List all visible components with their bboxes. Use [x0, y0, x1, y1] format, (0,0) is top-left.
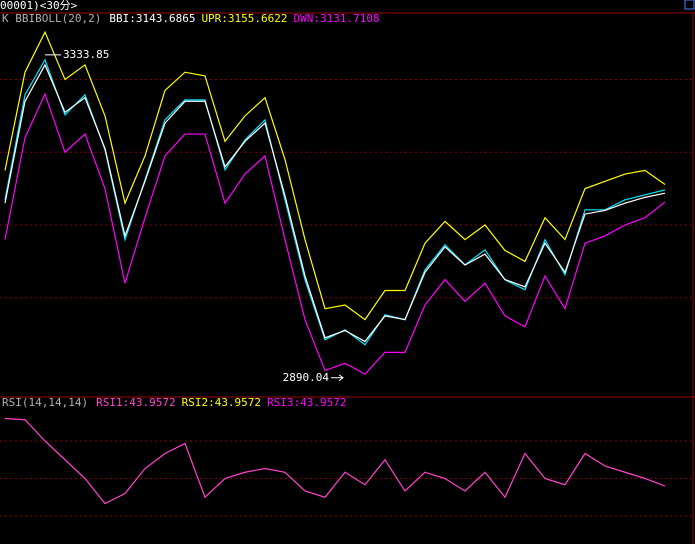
window-button[interactable] — [684, 0, 695, 10]
series-line — [4, 92, 666, 375]
series-line — [4, 30, 666, 321]
annotation: 3333.85 — [63, 48, 109, 61]
window-title: 00001)<30分> — [0, 0, 78, 12]
series-line — [4, 417, 666, 505]
panel-title: RSI(14,14,14) — [2, 396, 88, 409]
legend-entry: RSI2:43.9572 — [182, 396, 261, 409]
legend-entry: BBI:3143.6865 — [109, 12, 195, 25]
legend-entry: UPR:3155.6622 — [201, 12, 287, 25]
series-line — [4, 63, 666, 343]
legend-entry: RSI3:43.9572 — [267, 396, 346, 409]
annotation-arrow — [331, 374, 344, 382]
panel-title: K BBIBOLL(20,2) — [2, 12, 101, 25]
legend-entry: RSI1:43.9572 — [96, 396, 175, 409]
annotation: 2890.04 — [283, 371, 330, 384]
legend-entry: DWN:3131.7108 — [294, 12, 380, 25]
